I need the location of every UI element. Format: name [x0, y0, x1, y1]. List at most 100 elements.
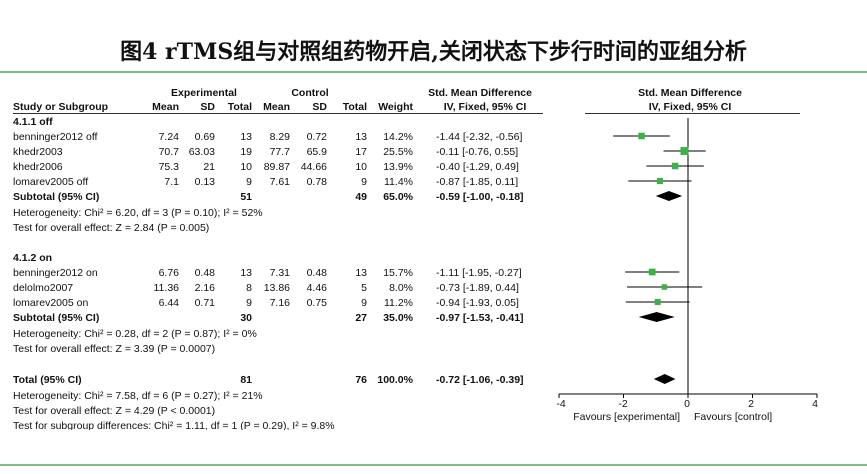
weight: 13.9%	[383, 161, 413, 173]
ctl-total: 10	[355, 161, 367, 173]
ctl-total: 13	[355, 267, 367, 279]
overall-effect-text: Test for overall effect: Z = 3.39 (P = 0…	[13, 343, 216, 355]
experimental-header: Experimental	[171, 87, 237, 99]
exp-total: 19	[240, 146, 252, 158]
ctl-sd: 4.46	[306, 282, 327, 294]
ctl-total: 5	[361, 282, 367, 294]
ctl-total-header: Total	[342, 101, 367, 113]
axis-tick-label: 2	[748, 398, 754, 410]
study-name: khedr2003	[13, 146, 63, 158]
subgroup-label: 4.1.1 off	[13, 116, 53, 128]
subgroup-difference-text: Test for subgroup differences: Chi² = 1.…	[13, 420, 335, 430]
figure-title: 图4 rTMS组与对照组药物开启,关闭状态下步行时间的亚组分析	[120, 39, 747, 65]
subtotal-label: Subtotal (95% CI)	[13, 312, 100, 324]
effect-square	[680, 147, 689, 155]
ctl-sd: 0.72	[306, 131, 327, 143]
header-rule-left	[13, 113, 543, 114]
ctl-sd: 0.75	[306, 297, 327, 309]
exp-sd: 2.16	[194, 282, 215, 294]
exp-total: 13	[240, 131, 252, 143]
exp-sd: 21	[203, 161, 215, 173]
ctl-sd: 0.78	[306, 176, 327, 188]
ctl-sd-header: SD	[312, 101, 327, 113]
weight: 11.2%	[384, 297, 413, 309]
axis-tick-label: 0	[684, 398, 690, 410]
ctl-total: 76	[355, 374, 367, 386]
smd-ci: -0.87 [-1.85, 0.11]	[436, 176, 519, 188]
ctl-total: 17	[355, 146, 367, 158]
ctl-total: 13	[355, 131, 367, 143]
weight: 100.0%	[377, 374, 413, 386]
heterogeneity-text: Heterogeneity: Chi² = 0.28, df = 2 (P = …	[13, 328, 257, 340]
weight: 65.0%	[383, 191, 413, 203]
ctl-sd: 44.66	[300, 161, 327, 173]
ctl-mean: 89.87	[263, 161, 290, 173]
ctl-total: 9	[361, 297, 367, 309]
weight: 14.2%	[383, 131, 413, 143]
ctl-mean: 8.29	[269, 131, 290, 143]
exp-mean: 11.36	[153, 282, 180, 294]
weight-header: Weight	[378, 101, 413, 113]
exp-total: 30	[240, 312, 252, 324]
smd-ci: -0.94 [-1.93, 0.05]	[436, 297, 519, 309]
effect-square	[648, 268, 656, 276]
exp-total: 13	[240, 267, 252, 279]
ctl-total: 27	[355, 312, 367, 324]
study-name: lomarev2005 on	[13, 297, 89, 309]
exp-total: 10	[240, 161, 252, 173]
weight: 15.7%	[383, 267, 413, 279]
ctl-total: 49	[355, 191, 367, 203]
study-name: delolmo2007	[13, 282, 74, 294]
weight: 35.0%	[383, 312, 413, 324]
favours-experimental-label: Favours [experimental]	[573, 411, 680, 423]
ctl-sd: 0.48	[306, 267, 327, 279]
favours-control-label: Favours [control]	[694, 411, 773, 423]
subgroup-label: 4.1.2 on	[13, 252, 53, 264]
smd-ci: -1.11 [-1.95, -0.27]	[436, 267, 522, 279]
axis-tick-label: -4	[556, 398, 566, 410]
ci-left-header: IV, Fixed, 95% CI	[443, 101, 527, 113]
overall-effect-text: Test for overall effect: Z = 2.84 (P = 0…	[13, 222, 210, 234]
exp-total: 9	[246, 297, 252, 309]
exp-mean: 7.24	[158, 131, 179, 143]
exp-mean: 6.76	[158, 267, 179, 279]
bottom-rule	[0, 464, 867, 466]
total-diamond	[653, 374, 676, 384]
smd-ci: -0.59 [-1.00, -0.18]	[436, 191, 524, 203]
exp-total-header: Total	[227, 101, 252, 113]
exp-total: 8	[246, 282, 252, 294]
weight: 11.4%	[384, 176, 413, 188]
exp-total: 81	[240, 374, 252, 386]
effect-square	[656, 177, 663, 185]
smd-left-title: Std. Mean Difference	[428, 87, 532, 99]
ctl-mean: 13.86	[263, 282, 290, 294]
subtotal-diamond	[655, 191, 683, 201]
smd-ci: -0.97 [-1.53, -0.41]	[436, 312, 524, 324]
weight: 25.5%	[383, 146, 413, 158]
ctl-mean: 7.16	[269, 297, 290, 309]
exp-sd-header: SD	[200, 101, 215, 113]
exp-mean: 7.1	[164, 176, 179, 188]
heterogeneity-text: Heterogeneity: Chi² = 6.20, df = 3 (P = …	[13, 207, 263, 219]
ctl-mean: 7.31	[269, 267, 290, 279]
effect-square	[671, 162, 679, 170]
effect-square	[638, 132, 645, 140]
top-rule	[0, 71, 867, 73]
exp-sd: 0.69	[194, 131, 215, 143]
study-name: lomarev2005 off	[13, 176, 89, 188]
ctl-mean: 7.61	[269, 176, 290, 188]
ctl-total: 9	[361, 176, 367, 188]
ctl-mean-header: Mean	[263, 101, 290, 113]
exp-mean: 75.3	[158, 161, 179, 173]
ctl-mean: 77.7	[269, 146, 290, 158]
smd-ci: -0.11 [-0.76, 0.55]	[436, 146, 519, 158]
smd-ci: -0.40 [-1.29, 0.49]	[436, 161, 519, 173]
study-column-header: Study or Subgroup	[13, 101, 109, 113]
study-name: khedr2006	[13, 161, 63, 173]
exp-mean-header: Mean	[152, 101, 179, 113]
subtotal-label: Subtotal (95% CI)	[13, 191, 100, 203]
exp-total: 9	[246, 176, 252, 188]
study-name: benninger2012 on	[13, 267, 98, 279]
exp-sd: 0.71	[194, 297, 215, 309]
